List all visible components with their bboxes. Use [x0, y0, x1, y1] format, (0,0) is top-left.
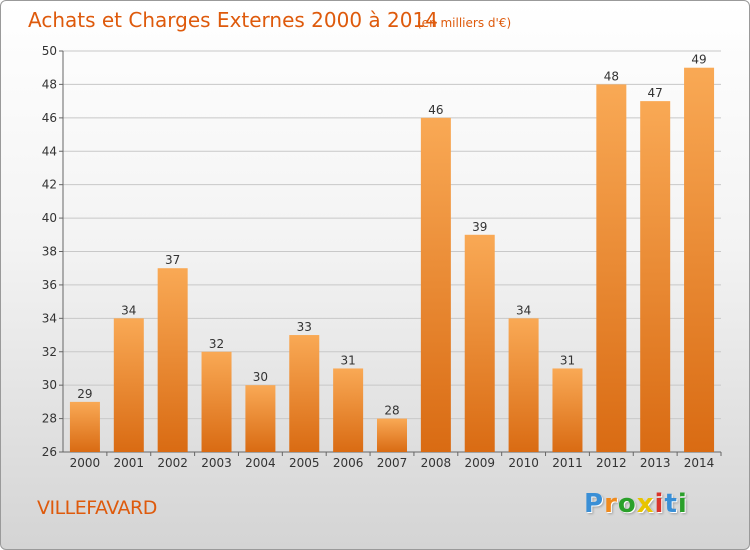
x-tick-label: 2001 [114, 456, 145, 470]
data-label-2014: 49 [691, 53, 706, 67]
bar-2003 [201, 351, 232, 452]
y-tick-label: 46 [42, 111, 57, 125]
x-tick-label: 2007 [377, 456, 408, 470]
y-tick-label: 28 [42, 412, 57, 426]
data-label-2000: 29 [77, 387, 92, 401]
axes: 26 28 30 32 34 36 38 40 42 44 46 48 50 2000 2001 2002 20… [42, 44, 722, 470]
y-tick-label: 44 [42, 144, 57, 158]
data-label-2003: 32 [209, 337, 224, 351]
logo-letter: P [584, 489, 605, 519]
data-label-2013: 47 [648, 86, 663, 100]
y-tick-label: 50 [42, 44, 57, 58]
data-label-2005: 33 [297, 320, 312, 334]
bar-2009 [464, 234, 495, 452]
x-tick-label: 2013 [640, 456, 671, 470]
logo-letter: o [617, 489, 637, 519]
bar-2010 [508, 318, 539, 452]
data-label-2002: 37 [165, 253, 180, 267]
x-tick-label: 2004 [245, 456, 276, 470]
data-label-2008: 46 [428, 103, 443, 117]
bar-2004 [245, 385, 276, 452]
bar-2011 [552, 368, 583, 452]
commune-name: VILLEFAVARD [37, 497, 157, 519]
bar-2000 [69, 401, 100, 452]
logo-letter: i [677, 489, 688, 519]
bar-2007 [377, 418, 407, 452]
y-tick-label: 26 [42, 445, 57, 459]
y-tick-label: 38 [42, 245, 57, 259]
data-label-2004: 30 [253, 370, 268, 384]
data-label-2010: 34 [516, 303, 531, 317]
bar-2005 [289, 335, 320, 452]
x-tick-label: 2005 [289, 456, 320, 470]
x-tick-label: 2014 [684, 456, 715, 470]
logo-letter: x [636, 489, 655, 519]
bar-2014 [684, 67, 715, 452]
y-tick-label: 30 [42, 378, 57, 392]
x-tick-label: 2003 [201, 456, 232, 470]
data-label-2009: 39 [472, 220, 487, 234]
chart-subtitle: (en milliers d'€) [417, 16, 512, 30]
data-labels: 29 34 37 32 30 33 31 28 46 39 34 31 48 47 49 [77, 53, 706, 418]
bars [69, 67, 715, 453]
bar-2012 [596, 84, 627, 453]
data-label-2007: 28 [384, 404, 399, 418]
y-tick-label: 36 [42, 278, 57, 292]
x-tick-label: 2008 [421, 456, 452, 470]
bar-2006 [333, 368, 364, 452]
y-tick-label: 42 [42, 178, 57, 192]
bar-2013 [640, 101, 671, 452]
x-tick-label: 2011 [552, 456, 583, 470]
x-tick-label: 2012 [596, 456, 627, 470]
bar-2001 [113, 318, 144, 452]
x-tick-label: 2010 [508, 456, 539, 470]
data-label-2001: 34 [121, 303, 136, 317]
bar-2002 [157, 268, 188, 452]
x-tick-label: 2009 [464, 456, 495, 470]
data-label-2012: 48 [604, 69, 619, 83]
bar-2008 [420, 117, 451, 452]
logo-letter: r [604, 489, 618, 519]
logo-letter: t [664, 489, 678, 519]
data-label-2006: 31 [340, 353, 355, 367]
chart-title: Achats et Charges Externes 2000 à 2014 [28, 8, 438, 32]
x-tick-label: 2000 [70, 456, 101, 470]
y-tick-label: 32 [42, 345, 57, 359]
proxiti-logo: Proxiti [584, 489, 688, 519]
y-tick-label: 48 [42, 77, 57, 91]
x-tick-label: 2002 [157, 456, 188, 470]
logo-letter: i [654, 489, 665, 519]
y-tick-label: 40 [42, 211, 57, 225]
data-label-2011: 31 [560, 353, 575, 367]
x-tick-label: 2006 [333, 456, 364, 470]
y-tick-label: 34 [42, 311, 57, 325]
